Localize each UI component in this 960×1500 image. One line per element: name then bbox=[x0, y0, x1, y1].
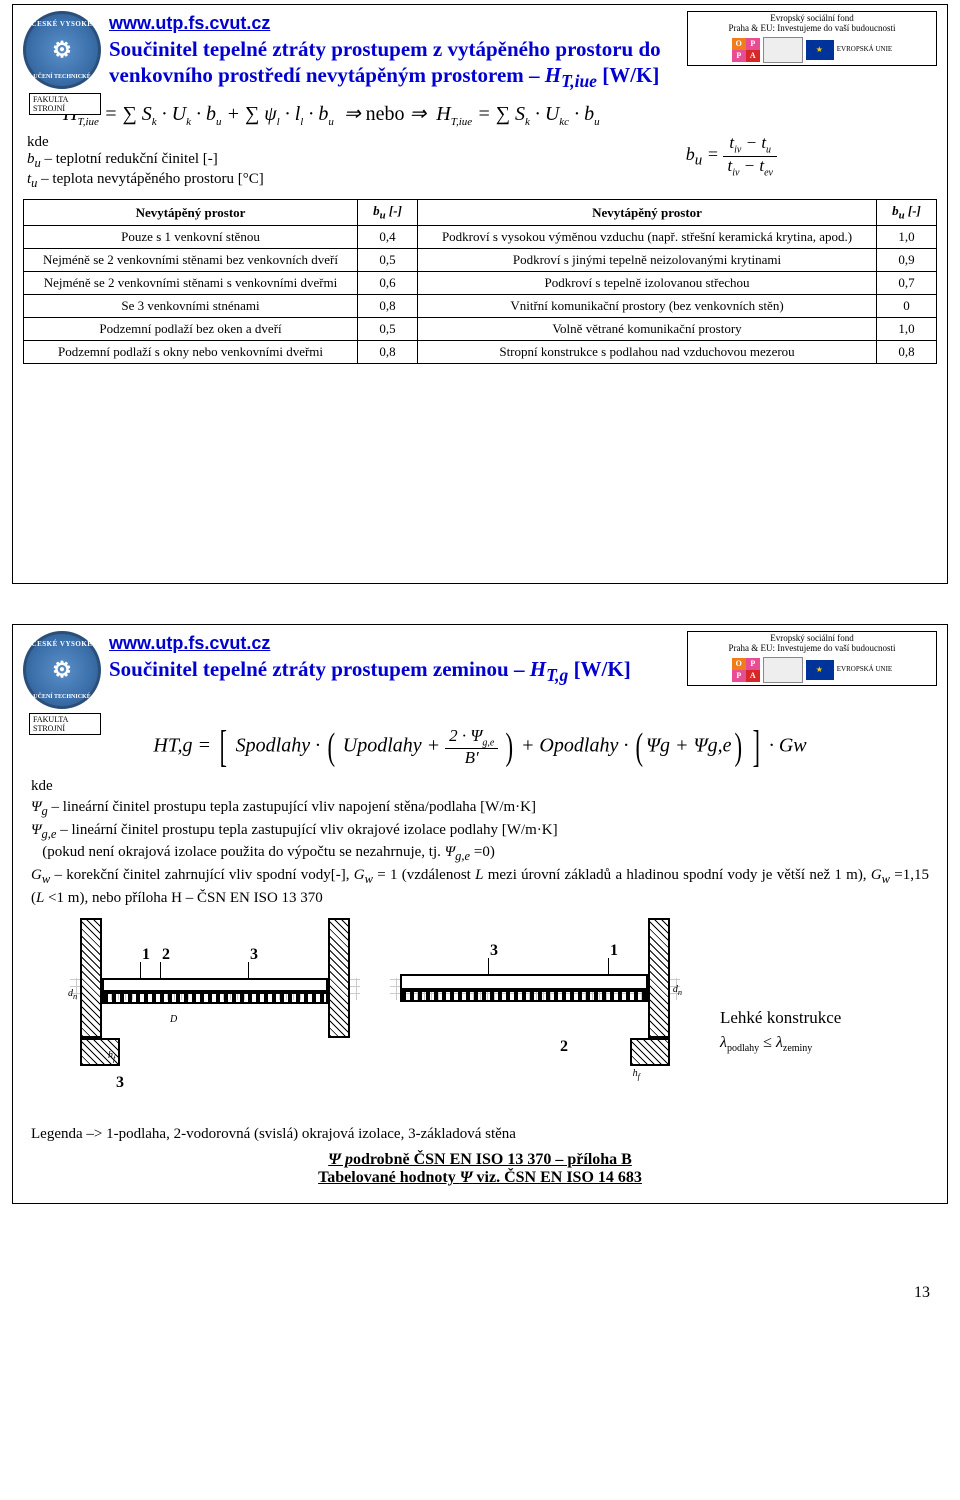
table-cell: 0,6 bbox=[358, 271, 418, 294]
slide-header-2: ČESKÉ VYSOKÉ ⚙ UČENÍ TECHNICKÉ FAKULTA S… bbox=[23, 631, 937, 709]
table-cell: Nejméně se 2 venkovními stěnami s venkov… bbox=[24, 271, 358, 294]
opvk-logo: OP PA bbox=[732, 658, 760, 682]
eu-label: EVROPSKÁ UNIE bbox=[837, 46, 892, 53]
slide-header: ČESKÉ VYSOKÉ ⚙ UČENÍ TECHNICKÉ FAKULTA S… bbox=[23, 11, 937, 93]
bu-table: Nevytápěný prostor bu [-] Nevytápěný pro… bbox=[23, 199, 937, 364]
lambda-condition: λpodlahy ≤ λzeminy bbox=[720, 1034, 890, 1054]
def1: – lineární činitel prostupu tepla zastup… bbox=[48, 799, 536, 815]
kde-bu: – teplotní redukční činitel [-] bbox=[41, 151, 218, 167]
table-cell: Podkroví s jinými tepelně neizolovanými … bbox=[418, 248, 877, 271]
table-cell: Podkroví s tepelně izolovanou střechou bbox=[418, 271, 877, 294]
logo-text-bot: UČENÍ TECHNICKÉ bbox=[26, 74, 98, 80]
diagram-caption-block: Lehké konstrukce λpodlahy ≤ λzeminy bbox=[710, 918, 890, 1118]
footer-ref-1: Ψ podrobně ČSN EN ISO 13 370 – příloha B bbox=[23, 1151, 937, 1169]
table-cell: Nejméně se 2 venkovními stěnami bez venk… bbox=[24, 248, 358, 271]
table-cell: 0 bbox=[877, 294, 937, 317]
th-3: bu [-] bbox=[877, 200, 937, 226]
faculty-label: FAKULTA STROJNÍ bbox=[29, 713, 101, 735]
cvut-logo: ČESKÉ VYSOKÉ ⚙ UČENÍ TECHNICKÉ bbox=[23, 631, 101, 709]
table-cell: Volně větrané komunikační prostory bbox=[418, 317, 877, 340]
eu-flag-icon bbox=[806, 660, 834, 680]
table-cell: 0,8 bbox=[358, 340, 418, 363]
faculty-label: FAKULTA STROJNÍ bbox=[29, 93, 101, 115]
main-formula-1: HT,iue = ∑ Sk · Uk · bu + ∑ ψl · ll · bu… bbox=[23, 101, 937, 128]
main-formula-2: HT,g = [ Spodlahy · ( Upodlahy + 2 · Ψg,… bbox=[23, 727, 937, 766]
table-row: Pouze s 1 venkovní stěnou0,4Podkroví s v… bbox=[24, 225, 937, 248]
bu-fraction: bu = tiv − tu tiv − tev bbox=[686, 134, 937, 178]
definitions-block: kde Ψg – lineární činitel prostupu tepla… bbox=[23, 776, 937, 908]
slide-title: Součinitel tepelné ztráty prostupem z vy… bbox=[109, 36, 679, 93]
light-construction-label: Lehké konstrukce bbox=[720, 1008, 890, 1028]
th-1: bu [-] bbox=[358, 200, 418, 226]
table-row: Nejméně se 2 venkovními stěnami s venkov… bbox=[24, 271, 937, 294]
diagram-right-wrap: 3 1 2 dn hf bbox=[390, 918, 680, 1118]
table-row: Podzemní podlaží bez oken a dveří0,5Voln… bbox=[24, 317, 937, 340]
slide-2: ČESKÉ VYSOKÉ ⚙ UČENÍ TECHNICKÉ FAKULTA S… bbox=[12, 624, 948, 1204]
page-number: 13 bbox=[0, 1244, 960, 1312]
table-cell: 0,5 bbox=[358, 317, 418, 340]
diagram-right: 3 1 2 dn hf bbox=[390, 918, 680, 1118]
slide-1: ČESKÉ VYSOKÉ ⚙ UČENÍ TECHNICKÉ FAKULTA S… bbox=[12, 4, 948, 584]
table-cell: Podkroví s vysokou výměnou vzduchu (např… bbox=[418, 225, 877, 248]
kde-tu: – teplota nevytápěného prostoru [°C] bbox=[37, 171, 263, 187]
table-cell: Vnitřní komunikační prostory (bez venkov… bbox=[418, 294, 877, 317]
table-cell: 0,9 bbox=[877, 248, 937, 271]
logo-text-top: ČESKÉ VYSOKÉ bbox=[26, 20, 98, 28]
table-cell: 0,8 bbox=[358, 294, 418, 317]
slide-title-2: Součinitel tepelné ztráty prostupem zemi… bbox=[109, 656, 679, 687]
kde2: kde bbox=[31, 778, 53, 794]
table-cell: 1,0 bbox=[877, 317, 937, 340]
eu-flag-icon bbox=[806, 40, 834, 60]
th-2: Nevytápěný prostor bbox=[418, 200, 877, 226]
cvut-logo: ČESKÉ VYSOKÉ ⚙ UČENÍ TECHNICKÉ bbox=[23, 11, 101, 89]
table-cell: 0,5 bbox=[358, 248, 418, 271]
prague-logo bbox=[763, 37, 803, 63]
table-row: Nejméně se 2 venkovními stěnami bez venk… bbox=[24, 248, 937, 271]
opvk-logo: OP PA bbox=[732, 38, 760, 62]
table-row: Podzemní podlaží s okny nebo venkovními … bbox=[24, 340, 937, 363]
eu-funding-box: Evropský sociální fond Praha & EU: Inves… bbox=[687, 631, 937, 686]
kde-label: kde bbox=[27, 134, 686, 151]
kde-definitions: kde bu – teplotní redukční činitel [-] t… bbox=[23, 134, 686, 191]
footer-ref-2: Tabelované hodnoty Ψ viz. ČSN EN ISO 14 … bbox=[23, 1169, 937, 1187]
diagram-row: 1 2 3 3 D hf dn 3 1 2 dn hf bbox=[23, 918, 937, 1118]
table-cell: Podzemní podlaží bez oken a dveří bbox=[24, 317, 358, 340]
prague-logo bbox=[763, 657, 803, 683]
table-cell: 0,4 bbox=[358, 225, 418, 248]
eu-funding-box: Evropský sociální fond Praha & EU: Inves… bbox=[687, 11, 937, 66]
table-cell: 0,7 bbox=[877, 271, 937, 294]
eu-line2: Praha & EU: Investujeme do vaší budoucno… bbox=[692, 24, 932, 34]
table-cell: Stropní konstrukce s podlahou nad vzduch… bbox=[418, 340, 877, 363]
th-0: Nevytápěný prostor bbox=[24, 200, 358, 226]
table-cell: Se 3 venkovními stnénami bbox=[24, 294, 358, 317]
diagram-legend: Legenda –> 1-podlaha, 2-vodorovná (svisl… bbox=[23, 1126, 937, 1143]
diagram-left: 1 2 3 3 D hf dn bbox=[70, 918, 360, 1118]
table-cell: 1,0 bbox=[877, 225, 937, 248]
table-cell: 0,8 bbox=[877, 340, 937, 363]
table-cell: Pouze s 1 venkovní stěnou bbox=[24, 225, 358, 248]
url-link[interactable]: www.utp.fs.cvut.cz bbox=[109, 13, 679, 34]
url-link[interactable]: www.utp.fs.cvut.cz bbox=[109, 633, 679, 654]
def2: – lineární činitel prostupu tepla zastup… bbox=[56, 822, 557, 838]
table-cell: Podzemní podlaží s okny nebo venkovními … bbox=[24, 340, 358, 363]
table-row: Se 3 venkovními stnénami0,8Vnitřní komun… bbox=[24, 294, 937, 317]
